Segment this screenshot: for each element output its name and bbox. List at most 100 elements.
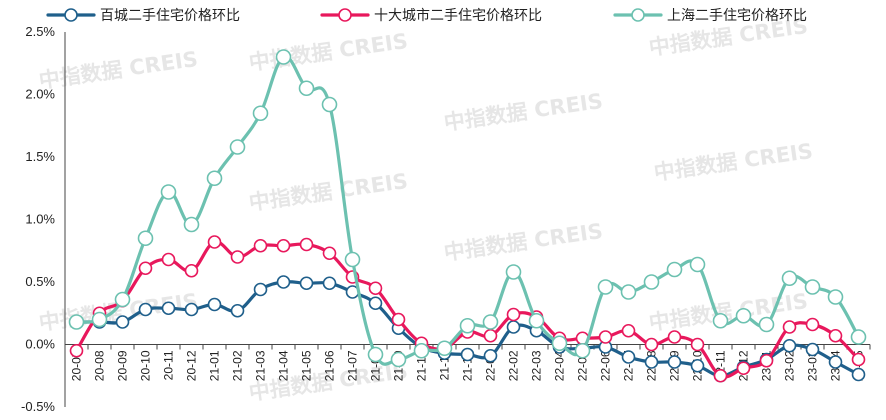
series-3 — [68, 49, 867, 368]
y-tick-label: 2.0% — [25, 87, 55, 102]
data-point — [782, 338, 797, 353]
data-point — [344, 251, 361, 268]
data-point — [299, 276, 314, 291]
y-tick-label: 0.5% — [25, 274, 55, 289]
x-tick-label: 22-06 — [599, 350, 613, 381]
x-tick-label: 21-10 — [415, 350, 429, 381]
y-axis: -0.5% 0.0% 0.5% 1.0% 1.5% 2.0% 2.5% — [21, 24, 66, 414]
x-tick-label: 20-07 — [70, 350, 84, 381]
x-tick-label: 20-08 — [93, 350, 107, 381]
data-point — [230, 250, 245, 264]
data-point — [161, 252, 176, 267]
data-point — [322, 276, 337, 291]
data-point — [851, 367, 866, 382]
data-point — [322, 246, 337, 261]
data-point — [138, 261, 153, 276]
data-point — [759, 353, 774, 368]
data-point — [735, 307, 752, 324]
data-point — [620, 284, 637, 300]
data-point — [483, 348, 498, 363]
data-point — [252, 105, 269, 122]
y-tick-label: 0.0% — [25, 337, 55, 352]
legend-item: 百城二手住宅价格环比 — [46, 8, 240, 24]
data-point — [391, 312, 406, 327]
data-point — [689, 256, 706, 273]
data-point — [161, 301, 176, 316]
data-point — [690, 337, 705, 352]
data-point — [276, 275, 291, 289]
data-point — [460, 347, 475, 362]
data-point — [69, 343, 84, 358]
data-point — [598, 330, 613, 344]
data-point — [207, 235, 222, 249]
x-tick-label: 21-02 — [231, 350, 245, 381]
legend-label: 百城二手住宅价格环比 — [100, 8, 240, 24]
data-point — [528, 312, 545, 329]
data-point — [115, 315, 130, 329]
data-point — [644, 337, 659, 352]
watermark-text: 中指数据 CREIS — [652, 139, 814, 185]
data-point — [712, 312, 729, 329]
data-point — [781, 270, 798, 287]
legend-swatch-marker — [631, 8, 645, 22]
data-point — [321, 96, 338, 113]
data-point — [253, 238, 268, 253]
x-tick-label: 20-09 — [116, 350, 130, 381]
data-point — [276, 238, 291, 253]
data-point — [621, 350, 636, 364]
x-tick-label: 21-07 — [346, 350, 360, 381]
x-tick-label: 20-12 — [185, 350, 199, 381]
data-point — [713, 368, 728, 383]
data-point — [621, 323, 636, 338]
x-tick-label: 23-02 — [783, 350, 797, 381]
data-point — [597, 279, 614, 295]
data-point — [184, 263, 199, 278]
x-tick-label: 21-01 — [208, 350, 222, 381]
x-tick-label: 20-11 — [162, 350, 176, 380]
data-point — [206, 170, 223, 187]
data-point — [390, 351, 407, 368]
y-tick-label: -0.5% — [21, 399, 55, 414]
data-point — [137, 230, 154, 247]
data-point — [298, 80, 315, 97]
legend-item: 十大城市二手住宅价格环比 — [320, 7, 542, 24]
data-point — [483, 328, 498, 343]
data-point — [574, 342, 591, 359]
legend: 百城二手住宅价格环比 十大城市二手住宅价格环比 上海二手住宅价格环比 — [46, 7, 807, 24]
data-point — [275, 49, 292, 65]
data-point — [68, 314, 85, 330]
x-tick-label: 21-04 — [277, 350, 291, 381]
data-point — [184, 302, 199, 317]
data-point — [138, 302, 153, 317]
data-point — [828, 355, 843, 369]
data-point — [736, 361, 751, 376]
data-point — [368, 281, 383, 296]
legend-label: 十大城市二手住宅价格环比 — [374, 7, 542, 24]
watermark-text: 中指数据 CREIS — [247, 29, 409, 75]
data-point — [851, 352, 866, 367]
x-tick-label: 22-02 — [507, 350, 521, 381]
data-point — [367, 346, 384, 363]
y-tick-label: 1.5% — [25, 149, 55, 164]
data-point — [160, 184, 177, 200]
data-point — [459, 317, 476, 334]
x-tick-label: 22-03 — [530, 350, 544, 381]
x-tick-label: 22-04 — [553, 350, 567, 381]
data-point — [299, 237, 314, 252]
watermark-text: 中指数据 CREIS — [247, 169, 409, 215]
data-point — [666, 261, 683, 278]
x-tick-label: 20-10 — [139, 350, 153, 381]
x-tick-label: 22-05 — [576, 350, 590, 381]
data-point — [183, 216, 200, 233]
data-point — [253, 282, 268, 297]
data-point — [368, 296, 383, 311]
watermark-text: 中指数据 CREIS — [37, 47, 199, 93]
data-point — [413, 342, 430, 359]
legend-swatch-marker — [338, 8, 352, 22]
data-point — [505, 264, 522, 280]
x-tick-label: 21-06 — [323, 350, 337, 381]
data-point — [551, 335, 568, 352]
legend-swatch-marker — [64, 8, 78, 22]
x-tick-label: 23-03 — [806, 350, 820, 381]
data-point — [804, 279, 821, 295]
